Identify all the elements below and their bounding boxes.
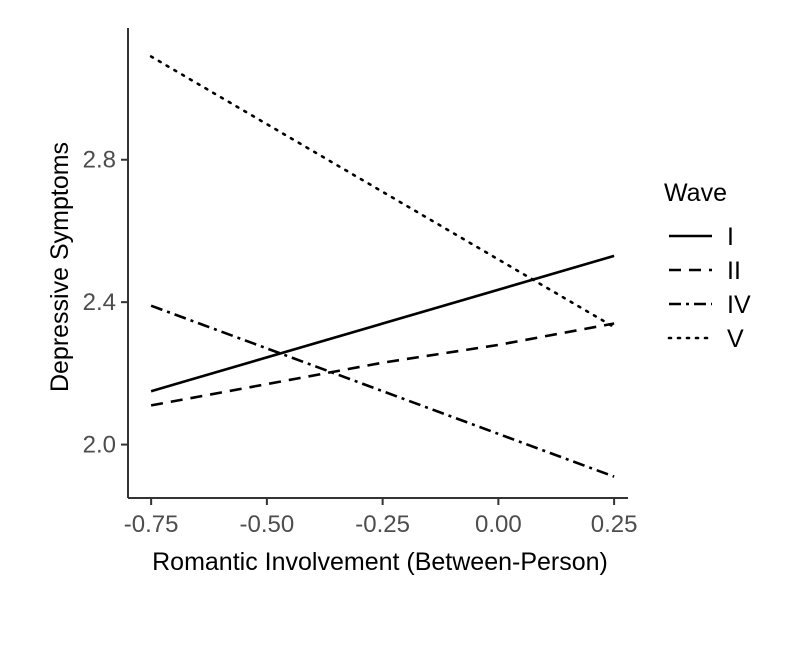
y-ticks: 2.0 2.4 2.8: [83, 147, 128, 459]
axes: [127, 28, 628, 499]
x-tick-label: -0.50: [240, 511, 295, 538]
x-tick-label: -0.25: [355, 511, 410, 538]
legend-title: Wave: [664, 179, 727, 207]
series-lines: [149, 55, 616, 478]
x-axis-title: Romantic Involvement (Between-Person): [152, 548, 608, 576]
y-tick-label: 2.8: [83, 147, 116, 174]
x-tick-label: 0.00: [475, 511, 522, 538]
legend-label-v: V: [727, 325, 744, 353]
y-axis-title: Depressive Symptoms: [46, 142, 74, 392]
y-tick-label: 2.0: [83, 432, 116, 459]
series-line-i: [150, 254, 615, 393]
x-tick-label: 0.25: [591, 511, 638, 538]
x-tick-label: -0.75: [124, 511, 179, 538]
y-tick-label: 2.4: [83, 289, 116, 316]
series-line-v: [149, 55, 616, 329]
legend-label-iv: IV: [727, 291, 751, 319]
legend-label-i: I: [727, 223, 734, 251]
legend-label-ii: II: [727, 257, 741, 285]
series-line-iv: [150, 304, 615, 478]
x-ticks: -0.75 -0.50 -0.25 0.00 0.25: [124, 498, 638, 538]
series-line-ii: [150, 322, 615, 407]
